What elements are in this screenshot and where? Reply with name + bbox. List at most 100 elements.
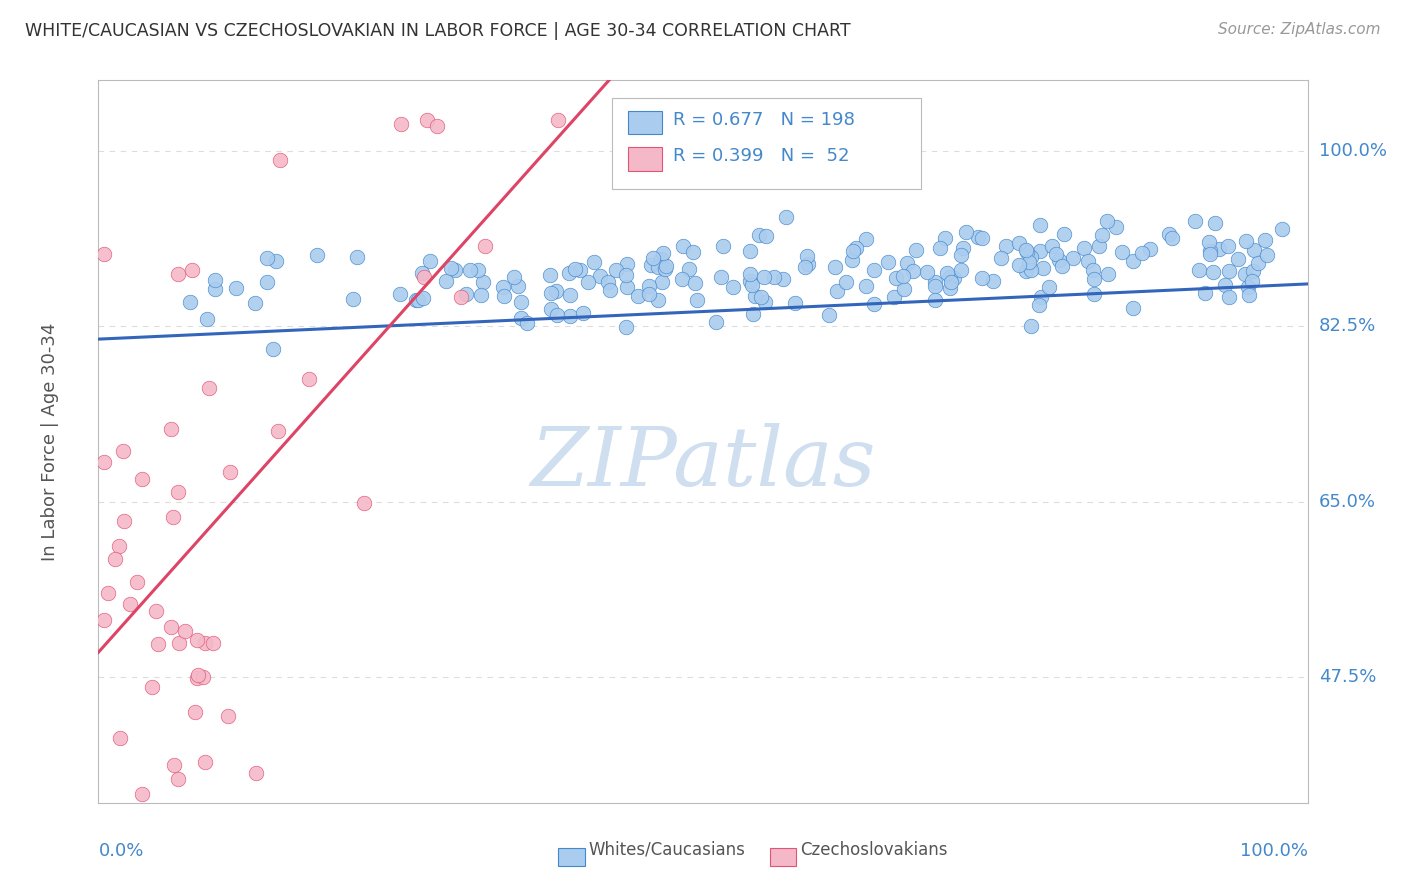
- Point: [510, 294, 533, 309]
- Point: [901, 264, 924, 278]
- Point: [1236, 234, 1258, 248]
- Point: [1029, 218, 1052, 232]
- Point: [638, 287, 661, 301]
- Point: [950, 248, 973, 262]
- Point: [748, 227, 770, 242]
- Text: 65.0%: 65.0%: [1319, 492, 1375, 511]
- Point: [412, 292, 434, 306]
- Point: [440, 261, 463, 276]
- Point: [419, 254, 441, 268]
- Point: [1187, 262, 1209, 277]
- Point: [637, 278, 659, 293]
- Point: [863, 263, 886, 277]
- Point: [972, 231, 994, 245]
- Text: Whites/Caucasians: Whites/Caucasians: [588, 841, 745, 859]
- Point: [817, 308, 839, 322]
- Point: [198, 381, 221, 395]
- Point: [1077, 254, 1099, 268]
- Point: [893, 282, 915, 296]
- Point: [201, 636, 224, 650]
- Point: [564, 261, 586, 276]
- Point: [855, 232, 877, 246]
- Point: [1237, 287, 1260, 301]
- Point: [678, 262, 700, 277]
- Point: [1111, 245, 1133, 260]
- Point: [598, 275, 620, 289]
- Point: [405, 293, 427, 308]
- Point: [97, 586, 120, 600]
- Point: [540, 302, 562, 317]
- Point: [651, 275, 673, 289]
- Point: [883, 290, 905, 304]
- Point: [225, 280, 247, 294]
- Point: [264, 253, 287, 268]
- Point: [647, 293, 669, 308]
- Point: [738, 267, 761, 281]
- Point: [1254, 233, 1277, 247]
- Point: [540, 285, 562, 300]
- Point: [793, 260, 815, 274]
- Point: [647, 260, 669, 274]
- Text: 100.0%: 100.0%: [1240, 842, 1308, 860]
- Point: [682, 245, 704, 260]
- Text: Czechoslovakians: Czechoslovakians: [800, 841, 948, 859]
- Point: [389, 116, 412, 130]
- Point: [110, 731, 132, 745]
- Point: [245, 765, 267, 780]
- Point: [616, 280, 638, 294]
- Point: [672, 239, 695, 253]
- Point: [492, 288, 515, 302]
- Point: [470, 288, 492, 302]
- Point: [98, 866, 121, 880]
- Point: [721, 279, 744, 293]
- Point: [560, 288, 582, 302]
- Point: [754, 294, 776, 309]
- Point: [167, 772, 190, 786]
- Point: [749, 289, 772, 303]
- Point: [1083, 272, 1105, 286]
- Point: [412, 270, 434, 285]
- Point: [125, 574, 148, 589]
- Point: [924, 278, 946, 293]
- Point: [650, 252, 672, 267]
- Point: [186, 671, 208, 685]
- Point: [1271, 222, 1294, 236]
- Point: [934, 231, 956, 245]
- Point: [204, 273, 226, 287]
- Point: [924, 275, 946, 289]
- Point: [949, 263, 972, 277]
- Point: [1015, 245, 1038, 260]
- Point: [990, 251, 1012, 265]
- Bar: [558, 848, 585, 865]
- Point: [1008, 258, 1031, 272]
- Point: [605, 262, 627, 277]
- Point: [1216, 239, 1239, 253]
- Point: [572, 305, 595, 319]
- Point: [752, 270, 775, 285]
- Point: [219, 465, 242, 479]
- Point: [159, 620, 181, 634]
- Point: [467, 263, 489, 277]
- Point: [842, 244, 865, 258]
- Point: [1047, 252, 1070, 267]
- Bar: [628, 111, 662, 135]
- Point: [1045, 247, 1067, 261]
- Text: 47.5%: 47.5%: [1319, 668, 1376, 686]
- Point: [1083, 287, 1105, 301]
- Point: [1256, 248, 1278, 262]
- Point: [342, 292, 364, 306]
- Point: [627, 289, 650, 303]
- Point: [845, 241, 868, 255]
- Point: [107, 539, 129, 553]
- Point: [704, 315, 727, 329]
- Point: [1091, 228, 1114, 243]
- Point: [742, 307, 765, 321]
- Point: [1161, 231, 1184, 245]
- Point: [904, 243, 927, 257]
- Point: [444, 263, 467, 277]
- Point: [915, 265, 938, 279]
- Point: [1073, 241, 1095, 255]
- Point: [492, 280, 515, 294]
- Point: [269, 153, 291, 167]
- Point: [93, 247, 115, 261]
